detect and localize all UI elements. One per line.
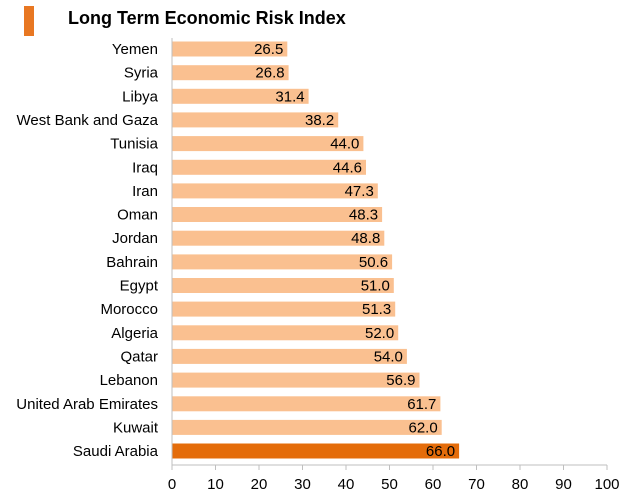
value-label: 26.5	[254, 41, 283, 58]
value-label: 54.0	[374, 348, 403, 365]
bar-syria	[172, 65, 289, 81]
x-axis: 0 10 20 30 40 50 60 70 80 90 100	[168, 38, 620, 493]
bar-morocco	[172, 301, 396, 317]
value-label: 48.3	[349, 207, 378, 224]
category-label: Iraq	[132, 159, 158, 176]
chart-title: Long Term Economic Risk Index	[68, 8, 346, 28]
value-label: 26.8	[255, 65, 284, 82]
category-label: Morocco	[100, 301, 158, 318]
category-label: Algeria	[111, 325, 158, 342]
x-tick-label: 40	[338, 476, 355, 493]
category-label: Saudi Arabia	[73, 443, 159, 460]
bar-jordan	[172, 230, 385, 246]
category-label: Iran	[132, 183, 158, 200]
value-label: 52.0	[365, 325, 394, 342]
bar-iran	[172, 183, 378, 199]
value-label: 47.3	[345, 183, 374, 200]
title-accent-bar	[24, 6, 34, 36]
x-tick-label: 60	[425, 476, 442, 493]
bar-tunisia	[172, 136, 364, 152]
bar-algeria	[172, 325, 399, 341]
value-label: 61.7	[407, 396, 436, 413]
x-tick-label: 70	[468, 476, 485, 493]
category-label: Oman	[117, 207, 158, 224]
value-label: 66.0	[426, 443, 455, 460]
category-label: Kuwait	[113, 419, 159, 436]
bar-qatar	[172, 348, 407, 364]
category-labels: Yemen Syria Libya West Bank and Gaza Tunisia…	[16, 41, 159, 460]
x-tick-label: 10	[207, 476, 224, 493]
category-label: Yemen	[112, 41, 158, 58]
bar-oman	[172, 207, 383, 222]
category-label: Jordan	[112, 230, 158, 247]
bar-libya	[172, 88, 309, 104]
bar-saudi-arabia	[172, 443, 460, 459]
value-label: 44.6	[333, 159, 362, 176]
category-label: Qatar	[120, 348, 158, 365]
bar-yemen	[172, 41, 288, 57]
category-label: United Arab Emirates	[16, 396, 158, 413]
bar-lebanon	[172, 372, 420, 388]
bar-iraq	[172, 159, 366, 175]
x-tick-label: 0	[168, 476, 176, 493]
category-label: Tunisia	[110, 136, 158, 153]
value-label: 44.0	[330, 136, 359, 153]
bar-egypt	[172, 278, 394, 293]
value-label: 56.9	[386, 372, 415, 389]
bar-kuwait	[172, 419, 442, 435]
category-label: Bahrain	[106, 254, 158, 271]
x-tick-label: 30	[294, 476, 311, 493]
x-tick-label: 50	[381, 476, 398, 493]
category-label: Lebanon	[100, 372, 158, 389]
bars-group	[172, 41, 460, 459]
value-label: 31.4	[275, 88, 304, 105]
category-label: West Bank and Gaza	[17, 112, 159, 129]
x-tick-label: 90	[555, 476, 572, 493]
value-label: 51.0	[361, 278, 390, 295]
value-label: 38.2	[305, 112, 334, 129]
value-label: 62.0	[408, 419, 437, 436]
value-label: 48.8	[351, 230, 380, 247]
x-tick-label: 20	[251, 476, 268, 493]
x-tick-label: 80	[512, 476, 529, 493]
bar-west-bank-and-gaza	[172, 112, 339, 128]
value-labels: 26.5 26.8 31.438.2 44.0 44.6 47.3 48.3 48.8 50.6…	[254, 41, 455, 460]
category-label: Libya	[122, 88, 159, 105]
bar-bahrain	[172, 254, 393, 270]
value-label: 51.3	[362, 301, 391, 318]
value-label: 50.6	[359, 254, 388, 271]
bar-united-arab-emirates	[172, 396, 441, 412]
category-label: Syria	[124, 65, 159, 82]
category-label: Egypt	[120, 278, 159, 295]
x-tick-label: 100	[594, 476, 619, 493]
